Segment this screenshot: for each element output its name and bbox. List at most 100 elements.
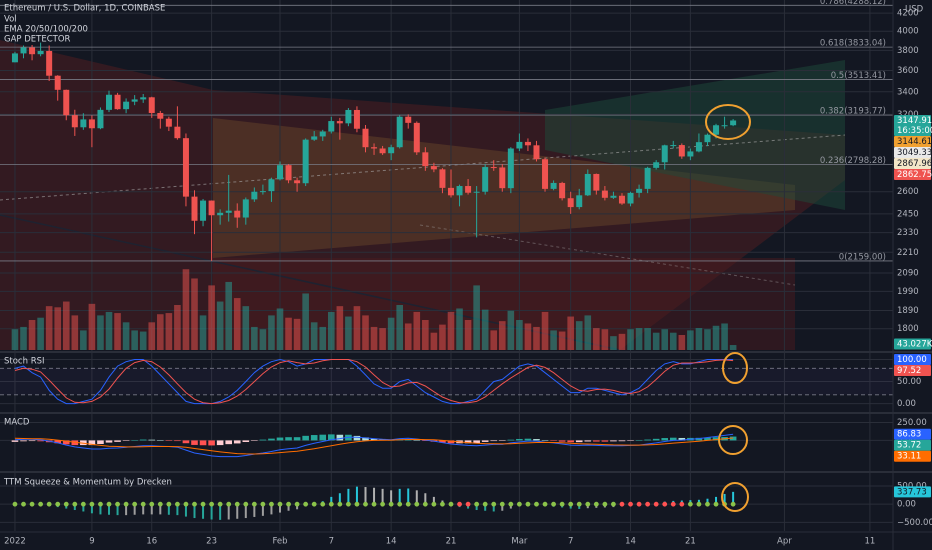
- volume-bar: [285, 317, 292, 350]
- ascending-channel: [545, 60, 845, 210]
- y-tick-label: 1890: [897, 306, 919, 316]
- volume-bar: [327, 311, 335, 350]
- squeeze-dot: [200, 501, 206, 507]
- squeeze-dot: [414, 501, 420, 507]
- volume-bar: [28, 320, 36, 350]
- histogram-bar: [447, 440, 455, 444]
- candle-body: [63, 89, 70, 116]
- candle-body: [200, 200, 207, 221]
- candle-body: [379, 148, 386, 154]
- volume-bar: [541, 311, 549, 350]
- volume-bar: [704, 329, 711, 350]
- value-tag-label: 3144.61: [897, 137, 932, 147]
- volume-bar: [481, 309, 489, 350]
- candle-body: [507, 148, 514, 189]
- volume-bar: [71, 315, 79, 350]
- histogram-bar: [233, 440, 241, 444]
- candle-body: [456, 186, 463, 196]
- volume-bar: [721, 323, 728, 350]
- volume-bar: [430, 332, 438, 350]
- candle-body: [208, 200, 215, 216]
- squeeze-dot: [397, 501, 403, 507]
- squeeze-dot: [645, 501, 651, 507]
- candle-body: [524, 141, 531, 146]
- value-tag-label: 33.11: [897, 452, 921, 462]
- volume-bar: [387, 317, 395, 350]
- squeeze-dot: [209, 501, 215, 507]
- volume-bar: [336, 306, 344, 350]
- annotation-circle: [722, 352, 748, 384]
- squeeze-dot: [499, 501, 505, 507]
- candle-body: [345, 109, 352, 124]
- pane-title: MACD: [4, 418, 30, 428]
- candle-body: [576, 195, 583, 208]
- squeeze-dot: [328, 501, 334, 507]
- squeeze-dot: [269, 501, 274, 507]
- volume-bar: [652, 332, 660, 350]
- candle-body: [405, 116, 412, 123]
- squeeze-dot: [705, 501, 710, 507]
- squeeze-dot: [440, 501, 445, 507]
- squeeze-dot: [568, 501, 574, 507]
- volume-bar: [558, 331, 566, 350]
- candle-body: [713, 125, 720, 135]
- histogram-bar: [208, 440, 215, 446]
- candle-body: [704, 134, 711, 143]
- x-tick-label: 21: [446, 537, 457, 547]
- squeeze-dot: [243, 501, 249, 507]
- squeeze-dot: [354, 501, 360, 507]
- histogram-bar: [199, 440, 207, 446]
- histogram-bar: [652, 438, 660, 441]
- annotation-circle: [721, 482, 749, 512]
- candle-body: [653, 162, 660, 168]
- x-tick-label: 21: [685, 537, 696, 547]
- histogram-bar: [165, 440, 173, 441]
- volume-bar: [575, 321, 583, 350]
- currency: USD: [905, 5, 924, 15]
- squeeze-dot: [157, 501, 163, 507]
- squeeze-dot: [491, 501, 497, 507]
- volume-bar: [678, 335, 686, 350]
- y-tick-label: 50.00: [897, 377, 921, 387]
- y-tick-label: 4000: [897, 27, 919, 37]
- fib-label: 0.382(3193.77): [820, 107, 886, 117]
- candle-body: [362, 128, 369, 148]
- volume-bar: [601, 329, 609, 350]
- y-tick-label: −500.00: [897, 518, 932, 528]
- candle-body: [533, 145, 540, 160]
- volume-bar: [259, 329, 267, 350]
- annotation-circle: [705, 104, 751, 140]
- indicator-line: [14, 358, 734, 405]
- squeeze-dot: [89, 501, 95, 507]
- histogram-bar: [131, 440, 138, 441]
- x-tick-label: 16: [146, 537, 157, 547]
- candle-body: [319, 131, 326, 137]
- squeeze-dot: [422, 501, 428, 507]
- histogram-bar: [319, 434, 327, 441]
- histogram-bar: [276, 437, 284, 441]
- squeeze-dot: [508, 501, 514, 507]
- squeeze-dot: [183, 501, 189, 507]
- candle-body: [627, 192, 634, 204]
- squeeze-dot: [106, 501, 112, 507]
- squeeze-dot: [12, 501, 18, 507]
- candle-body: [618, 195, 625, 204]
- candle-body: [601, 190, 608, 198]
- volume-bar: [695, 328, 703, 350]
- volume-bar: [20, 326, 27, 350]
- volume-bar: [319, 326, 327, 350]
- histogram-bar: [584, 440, 592, 442]
- candle-body: [328, 121, 335, 132]
- volume-bar: [310, 322, 318, 350]
- histogram-bar: [310, 435, 318, 441]
- volume-bar: [233, 298, 241, 350]
- value-tag: [894, 157, 931, 169]
- histogram-bar: [575, 440, 583, 443]
- candle-body: [182, 138, 189, 197]
- value-tag: [894, 114, 931, 136]
- squeeze-dot: [217, 501, 223, 507]
- volume-bar: [174, 305, 181, 350]
- histogram-bar: [242, 440, 250, 442]
- histogram-bar: [268, 438, 275, 441]
